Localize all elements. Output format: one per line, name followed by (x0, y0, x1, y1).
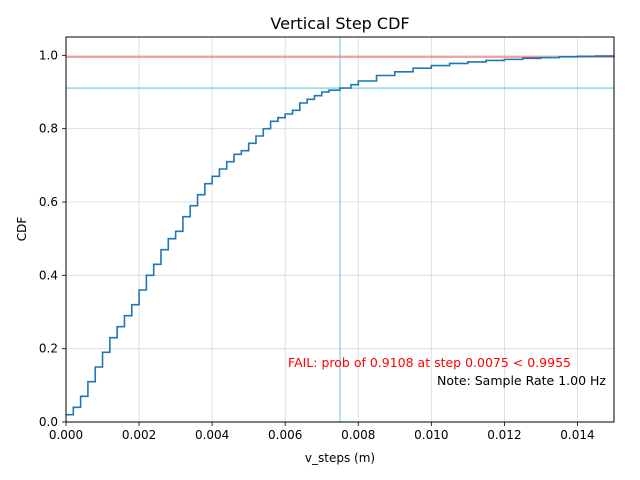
cdf-series-line (66, 55, 615, 416)
x-tick-label: 0.008 (341, 428, 375, 442)
y-tick-label: 0.2 (39, 342, 58, 356)
plot-frame (65, 36, 615, 423)
x-tick-label: 0.000 (49, 428, 83, 442)
y-tick-label: 0.0 (39, 415, 58, 429)
plot-series (66, 55, 615, 416)
y-tick-label: 0.4 (39, 268, 58, 282)
x-axis-label: v_steps (m) (305, 451, 375, 465)
x-tick-label: 0.006 (268, 428, 302, 442)
y-tick-label: 0.6 (39, 195, 58, 209)
x-tick-label: 0.012 (487, 428, 521, 442)
y-tick-label: 0.8 (39, 122, 58, 136)
x-tick-label: 0.010 (414, 428, 448, 442)
x-axis-ticks: 0.000 0.002 0.004 0.006 0.008 0.010 0.012 0.014 (49, 422, 595, 442)
x-tick-label: 0.004 (195, 428, 229, 442)
y-axis-ticks: 0.0 0.2 0.4 0.6 0.8 1.0 (39, 48, 66, 429)
fail-annotation: FAIL: prob of 0.9108 at step 0.0075 < 0.… (288, 355, 571, 370)
x-tick-label: 0.014 (560, 428, 594, 442)
y-axis-label: CDF (15, 217, 29, 242)
chart-title: Vertical Step CDF (270, 14, 409, 33)
x-tick-label: 0.002 (122, 428, 156, 442)
sample-rate-note: Note: Sample Rate 1.00 Hz (437, 373, 606, 388)
y-tick-label: 1.0 (39, 48, 58, 62)
